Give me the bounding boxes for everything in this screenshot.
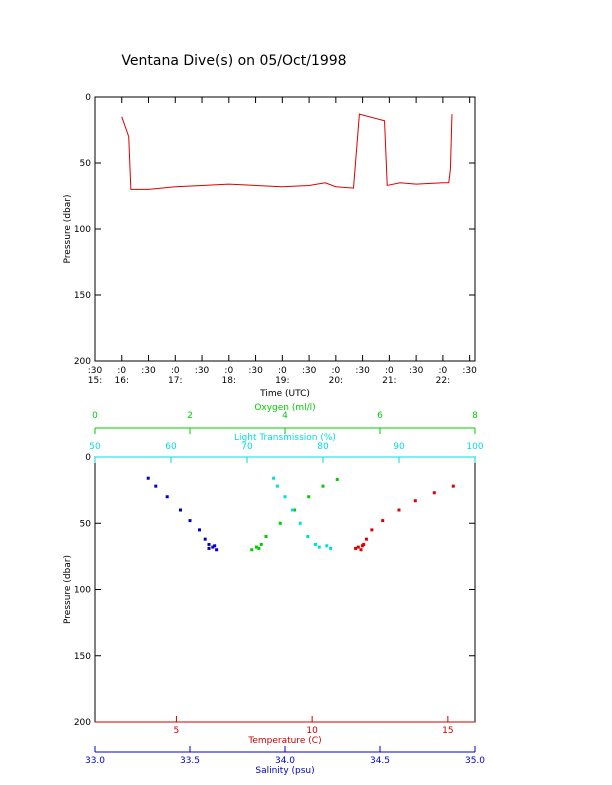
data-point bbox=[213, 544, 217, 548]
x-tick-label: :0 18: bbox=[222, 366, 236, 386]
y-tick-label: 100 bbox=[74, 225, 91, 235]
x-tick-label: 35.0 bbox=[465, 756, 485, 766]
data-point bbox=[255, 545, 258, 549]
x-tick-label: :0 19: bbox=[275, 366, 289, 386]
y-tick-label: 200 bbox=[74, 357, 91, 367]
y-tick-label: 200 bbox=[74, 718, 91, 728]
x-tick-label: :30 bbox=[302, 366, 317, 376]
x-tick-label: 0 bbox=[92, 411, 98, 421]
data-point bbox=[203, 537, 207, 541]
x-tick-label: :30 bbox=[195, 366, 210, 376]
x-tick-label: 34.0 bbox=[275, 756, 295, 766]
data-point bbox=[356, 545, 360, 549]
x-tick-label: 60 bbox=[165, 442, 177, 452]
data-point bbox=[264, 535, 268, 538]
x-axis-label: Light Transmission (%) bbox=[234, 433, 336, 443]
x-tick-label: 10 bbox=[306, 726, 318, 736]
data-point bbox=[154, 484, 158, 488]
x-tick-label: 100 bbox=[466, 442, 483, 452]
data-point bbox=[207, 546, 211, 550]
data-point bbox=[283, 495, 287, 499]
x-axis-label: Oxygen (ml/l) bbox=[254, 403, 315, 413]
data-point bbox=[207, 542, 211, 546]
data-point bbox=[364, 537, 368, 541]
data-point bbox=[432, 491, 436, 495]
data-point bbox=[370, 528, 374, 532]
data-point bbox=[257, 546, 261, 550]
data-point bbox=[188, 519, 192, 523]
data-point bbox=[165, 495, 169, 499]
data-point bbox=[146, 476, 150, 480]
data-point bbox=[215, 548, 219, 552]
y-axis-label: Pressure (dbar) bbox=[63, 555, 73, 624]
x-tick-label: 33.5 bbox=[180, 756, 200, 766]
y-axis-label: Pressure (dbar) bbox=[63, 195, 73, 264]
data-point bbox=[278, 521, 282, 525]
x-tick-label: :0 17: bbox=[168, 366, 182, 386]
x-axis-label: Time (UTC) bbox=[259, 389, 310, 399]
x-tick-label: 5 bbox=[174, 726, 180, 736]
data-point bbox=[381, 519, 385, 523]
data-point bbox=[306, 535, 310, 538]
pressure-line bbox=[121, 113, 453, 190]
x-tick-label: 34.5 bbox=[370, 756, 390, 766]
x-tick-label: 2 bbox=[187, 411, 193, 421]
data-point bbox=[307, 495, 311, 499]
x-tick-label: :30 bbox=[141, 366, 156, 376]
x-tick-label: 70 bbox=[241, 442, 253, 452]
data-point bbox=[211, 545, 215, 549]
x-tick-label: :30 15: bbox=[88, 366, 103, 386]
data-point bbox=[359, 548, 363, 552]
y-tick-label: 150 bbox=[74, 291, 91, 301]
y-tick-label: 100 bbox=[74, 586, 91, 596]
y-tick-label: 50 bbox=[80, 159, 92, 169]
y-tick-label: 0 bbox=[85, 93, 91, 103]
data-point bbox=[321, 484, 325, 488]
x-tick-label: :0 21: bbox=[382, 366, 396, 386]
x-tick-label: 6 bbox=[377, 411, 383, 421]
x-tick-label: :0 16: bbox=[115, 366, 129, 386]
data-point bbox=[354, 546, 358, 550]
data-point bbox=[179, 508, 182, 512]
data-point bbox=[293, 508, 296, 512]
data-point bbox=[298, 521, 302, 525]
data-point bbox=[317, 545, 321, 549]
x-tick-label: 8 bbox=[472, 411, 478, 421]
x-axis-label: Temperature (C) bbox=[247, 736, 321, 746]
x-axis-label: Salinity (psu) bbox=[255, 766, 314, 776]
y-tick-label: 0 bbox=[85, 453, 91, 463]
x-tick-label: :0 20: bbox=[329, 366, 343, 386]
x-tick-label: 50 bbox=[89, 442, 101, 452]
data-point bbox=[275, 484, 279, 488]
x-tick-label: :30 bbox=[462, 366, 477, 376]
data-point bbox=[313, 542, 317, 546]
data-point bbox=[259, 542, 263, 546]
data-point bbox=[335, 478, 339, 482]
chart-title: Ventana Dive(s) on 05/Oct/1998 bbox=[121, 53, 346, 69]
y-tick-label: 50 bbox=[80, 519, 92, 529]
x-tick-label: :30 bbox=[409, 366, 424, 376]
x-tick-label: 33.0 bbox=[85, 756, 105, 766]
data-point bbox=[397, 508, 401, 512]
x-tick-label: 15 bbox=[442, 726, 453, 736]
data-point bbox=[413, 499, 417, 503]
data-point bbox=[329, 546, 333, 550]
x-tick-label: 90 bbox=[393, 442, 405, 452]
plot-frame bbox=[94, 96, 476, 362]
data-point bbox=[325, 544, 329, 548]
data-point bbox=[360, 544, 364, 548]
data-point bbox=[272, 476, 276, 480]
x-tick-label: :30 bbox=[248, 366, 263, 376]
x-tick-label: 80 bbox=[317, 442, 329, 452]
data-point bbox=[451, 484, 455, 488]
y-tick-label: 150 bbox=[74, 652, 91, 662]
data-point bbox=[291, 508, 295, 512]
x-tick-label: :0 22: bbox=[436, 366, 450, 386]
data-point bbox=[250, 548, 254, 552]
data-point bbox=[198, 528, 201, 532]
x-tick-label: :30 bbox=[355, 366, 370, 376]
x-tick-label: 4 bbox=[282, 411, 288, 421]
